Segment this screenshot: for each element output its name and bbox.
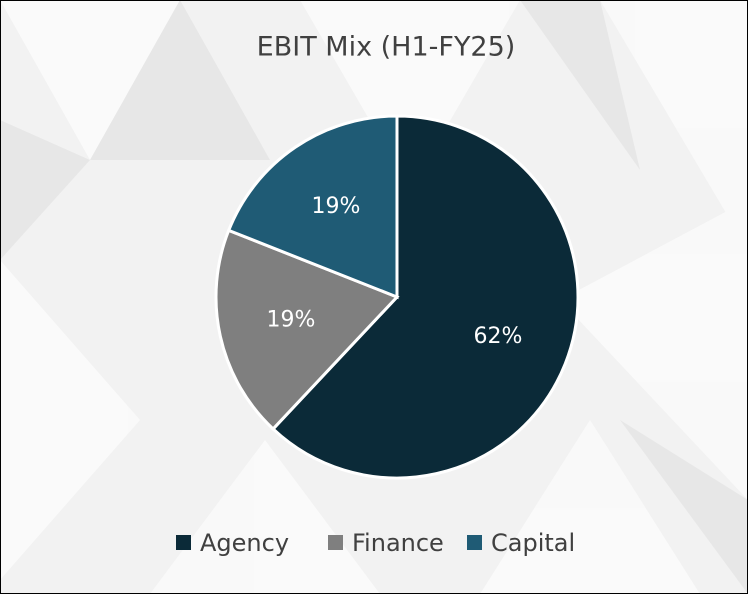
legend-swatch [176,535,191,550]
legend-label: Capital [491,529,575,557]
pie-slice [226,114,399,300]
legend-label: Finance [352,529,444,557]
data-label: 62% [474,324,523,349]
chart-title: EBIT Mix (H1-FY25) [257,32,516,63]
pie: 62% 19% 19% [214,114,580,480]
legend: Agency Finance Capital [176,529,575,557]
legend-swatch [328,535,343,550]
data-label: 19% [312,194,361,219]
legend-label: Agency [200,529,289,557]
legend-swatch [467,535,482,550]
data-label: 19% [267,308,316,333]
pie-slice [270,114,580,480]
